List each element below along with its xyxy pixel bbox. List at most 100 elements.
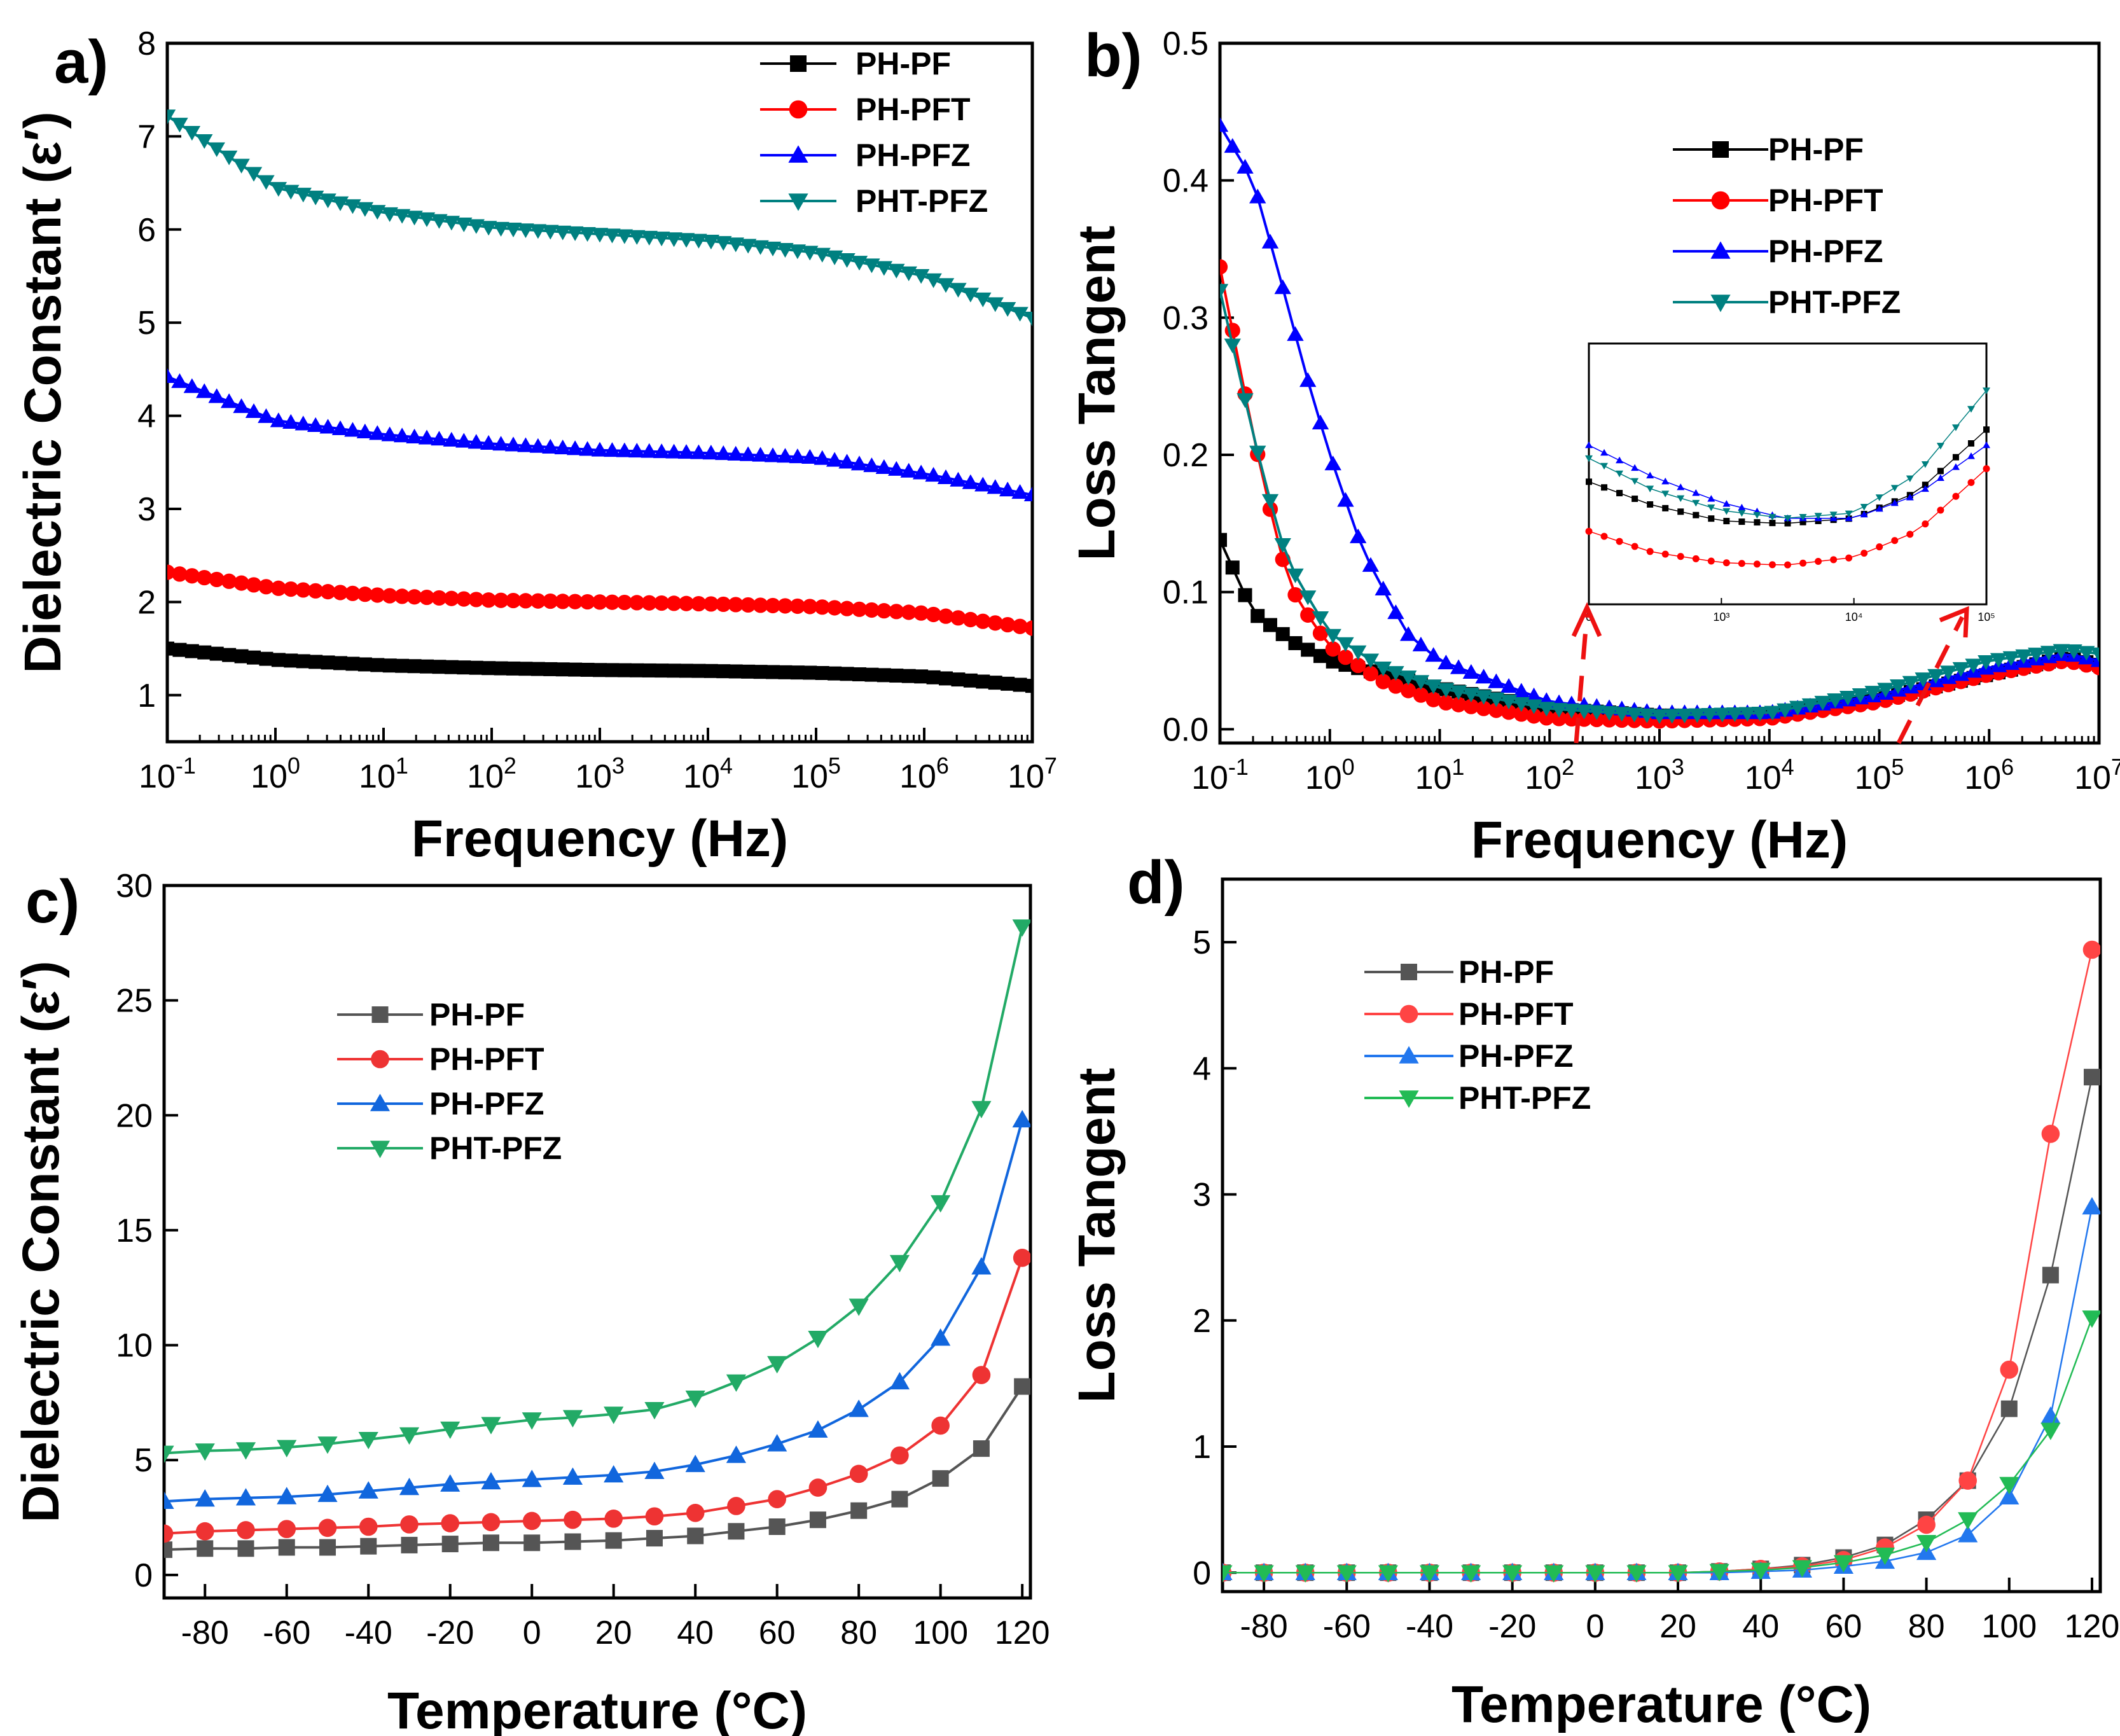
data-point <box>172 642 187 657</box>
legend-label: PH-PF <box>429 997 525 1032</box>
data-point <box>562 1410 583 1427</box>
legend-label: PH-PFZ <box>1458 1038 1574 1074</box>
data-point <box>542 225 559 240</box>
data-point <box>1764 705 1781 721</box>
data-point <box>687 1527 704 1545</box>
inset-data-point <box>1768 561 1776 569</box>
y-tick-label: 20 <box>116 1097 153 1134</box>
data-point <box>1288 636 1303 651</box>
data-point <box>1463 698 1479 714</box>
data-point <box>1220 532 1227 547</box>
data-point <box>741 664 756 679</box>
y-axis-label: Loss Tangent <box>1068 226 1126 561</box>
data-point <box>616 442 634 457</box>
data-point <box>164 1491 174 1509</box>
data-point <box>1451 697 1467 712</box>
inset-data-point <box>1890 499 1899 506</box>
data-point <box>1450 659 1467 674</box>
data-point <box>1237 158 1254 174</box>
tick-exponent: 7 <box>1044 753 1057 779</box>
inset-data-point <box>1921 461 1929 468</box>
data-point <box>270 580 286 596</box>
tick-base: 10 <box>1525 760 1562 796</box>
data-point <box>1425 647 1442 662</box>
data-point <box>1915 672 1932 688</box>
data-point <box>221 573 237 589</box>
data-point <box>1827 693 1844 709</box>
inset-data-point <box>1661 477 1670 485</box>
data-point <box>925 606 941 623</box>
y-tick-label: 0.1 <box>1163 574 1209 611</box>
data-point <box>517 223 534 239</box>
data-point <box>1024 620 1032 636</box>
data-point <box>1714 707 1731 723</box>
data-point <box>1990 653 2007 668</box>
inset-data-point <box>1647 501 1654 508</box>
data-point <box>628 230 646 245</box>
plot-area <box>1220 117 2099 729</box>
data-point <box>406 428 423 443</box>
data-point <box>1312 414 1329 429</box>
data-point <box>1726 707 1743 723</box>
data-point <box>1638 708 1656 723</box>
data-point <box>851 601 868 617</box>
data-point <box>1588 705 1605 720</box>
data-point <box>307 190 324 205</box>
legend-marker <box>1399 1090 1419 1108</box>
data-point <box>2082 940 2100 959</box>
data-point <box>1375 674 1391 690</box>
data-point <box>875 459 893 475</box>
data-point <box>667 663 681 678</box>
data-point <box>937 278 955 293</box>
inset-data-point <box>1677 508 1684 515</box>
data-point <box>406 211 423 226</box>
data-point <box>443 431 461 447</box>
inset-data-point <box>1769 520 1776 527</box>
y-tick-label: 6 <box>137 212 156 249</box>
data-point <box>789 598 805 615</box>
data-point <box>950 610 966 626</box>
data-point <box>808 1331 828 1349</box>
data-point <box>1513 706 1529 722</box>
data-point <box>381 207 398 222</box>
data-point <box>702 445 720 460</box>
inset-data-point <box>1830 556 1838 564</box>
data-point <box>767 1356 787 1374</box>
data-point <box>1220 284 1229 299</box>
zoom-arrowhead-right <box>1939 606 1969 638</box>
data-point <box>568 662 583 677</box>
data-point <box>644 1402 665 1420</box>
inset-data-point <box>1937 506 1944 514</box>
legend-label: PHT-PFZ <box>856 183 988 219</box>
data-point <box>591 228 609 243</box>
inset-frame <box>1588 342 1988 606</box>
inset-data-point <box>1722 559 1730 567</box>
x-tick-label: 107 <box>1008 753 1057 795</box>
data-point <box>777 598 793 614</box>
data-point <box>259 651 274 666</box>
data-point <box>801 246 819 261</box>
data-point <box>481 592 497 608</box>
inset-data-point <box>1600 448 1609 456</box>
inset-data-point <box>1631 464 1639 471</box>
data-point <box>900 266 917 281</box>
data-point <box>726 1445 747 1463</box>
data-point <box>690 233 707 249</box>
data-point <box>888 461 905 476</box>
series-ph-pf <box>164 1378 1030 1559</box>
data-point <box>1613 707 1630 722</box>
data-point <box>901 669 916 683</box>
data-point <box>1563 711 1579 727</box>
data-point <box>826 250 843 265</box>
data-point <box>564 1533 581 1550</box>
x-axis-label: Temperature (°C) <box>1451 1676 1871 1733</box>
data-point <box>685 1390 705 1408</box>
data-point <box>962 611 978 628</box>
data-point <box>529 438 547 453</box>
data-point <box>1023 486 1032 501</box>
data-point <box>617 663 632 677</box>
series-ph-pf <box>167 641 1032 693</box>
inset-data-point <box>1845 510 1853 518</box>
x-tick-label: 101 <box>359 753 408 795</box>
y-tick-label: 30 <box>116 868 153 905</box>
